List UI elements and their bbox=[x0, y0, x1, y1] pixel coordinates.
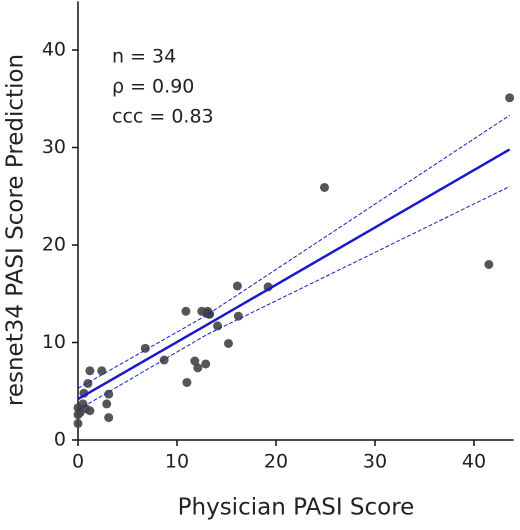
y-tick-label: 30 bbox=[42, 136, 66, 158]
x-tick-label: 30 bbox=[363, 451, 387, 473]
data-point bbox=[83, 378, 93, 388]
data-point bbox=[484, 260, 494, 269]
data-point bbox=[102, 399, 112, 409]
data-point bbox=[97, 366, 107, 376]
annotation: ρ = 0.90 bbox=[112, 76, 194, 98]
data-point bbox=[213, 321, 223, 331]
data-point bbox=[193, 363, 203, 373]
regression-line bbox=[77, 148, 511, 401]
data-point bbox=[320, 182, 330, 192]
data-point bbox=[202, 308, 212, 318]
x-axis-label: Physician PASI Score bbox=[178, 495, 415, 521]
data-point bbox=[201, 359, 211, 369]
data-point bbox=[140, 343, 150, 353]
data-point bbox=[505, 93, 515, 103]
data-point bbox=[182, 377, 192, 387]
x-tick-label: 20 bbox=[264, 451, 288, 473]
data-point bbox=[104, 413, 114, 423]
x-tick-label: 40 bbox=[462, 451, 486, 473]
data-point bbox=[104, 389, 114, 399]
data-point bbox=[223, 338, 233, 348]
data-point bbox=[232, 281, 242, 291]
confidence-lower bbox=[77, 186, 510, 411]
y-tick-label: 20 bbox=[42, 234, 66, 256]
annotation: n = 34 bbox=[112, 46, 176, 68]
data-point bbox=[73, 418, 83, 428]
data-point bbox=[233, 311, 243, 321]
y-tick-label: 10 bbox=[42, 331, 66, 353]
y-tick-label: 0 bbox=[54, 429, 66, 451]
y-axis-label: resnet34 PASI Score Prediction bbox=[3, 54, 29, 406]
confidence-upper bbox=[77, 114, 510, 389]
data-point bbox=[190, 356, 200, 366]
data-point bbox=[181, 306, 191, 316]
data-point bbox=[85, 366, 95, 376]
annotation: ccc = 0.83 bbox=[112, 106, 214, 128]
y-tick-label: 40 bbox=[42, 39, 66, 61]
x-tick-label: 10 bbox=[165, 451, 189, 473]
x-tick-label: 0 bbox=[72, 451, 84, 473]
